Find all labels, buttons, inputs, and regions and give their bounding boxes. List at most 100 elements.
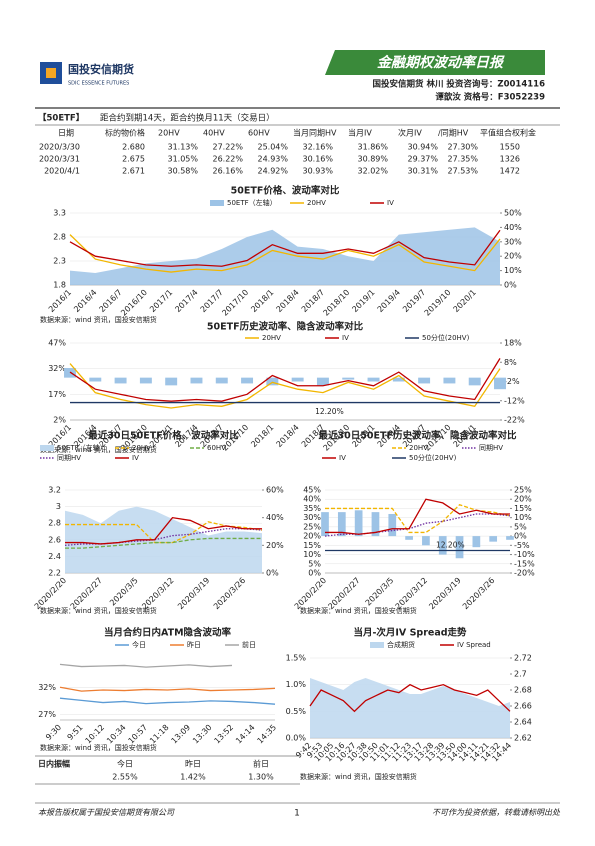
y-tick-label: 2.8 [53, 233, 66, 242]
legend-label: 20HV [307, 199, 326, 207]
table-cell: 25.04% [257, 143, 288, 152]
x-tick-label: 2019/10 [423, 288, 453, 318]
table-header: 日期 [58, 129, 74, 138]
analyst-line: 国投安信期货 林川 投资咨询号：Z0014116 [373, 79, 546, 90]
amplitude-header: 昨日 [185, 759, 201, 769]
area [310, 678, 510, 738]
legend-label: IV [387, 199, 394, 207]
x-tick-label: 2020/2/20 [293, 576, 328, 611]
table-cell: 24.92% [257, 167, 288, 176]
y-tick-label: 27% [38, 710, 56, 719]
x-tick-label: 2016/4 [72, 288, 98, 314]
y2-tick-label: -12% [504, 396, 525, 405]
x-tick-label: 14:35 [256, 723, 279, 746]
y-tick-label: 17% [48, 390, 66, 399]
amplitude-value: 2.55% [112, 773, 138, 782]
amplitude-header: 今日 [117, 759, 133, 769]
y-tick-label: 32% [48, 364, 66, 373]
y2-tick-label: 2.64 [514, 718, 532, 727]
y2-tick-label: 25% [514, 486, 532, 495]
y2-tick-label: 20% [514, 495, 532, 504]
bar [241, 377, 254, 384]
y2-tick-label: 60% [266, 486, 284, 495]
bar [89, 377, 102, 382]
table-cell: 27.35% [447, 155, 478, 164]
bar [468, 377, 481, 386]
x-tick-label: 2016/10 [119, 288, 149, 318]
y2-tick-label: 10% [504, 266, 522, 275]
line [59, 663, 233, 668]
bar [190, 377, 203, 384]
y-tick-label: 2.2 [48, 569, 61, 578]
x-tick-label: 13:52 [213, 723, 236, 746]
bar [291, 377, 304, 382]
table-cell: 2.680 [122, 143, 145, 152]
table-cell: 26.16% [212, 167, 243, 176]
y-tick-label: 2.4 [48, 552, 61, 561]
x-tick-label: 10:57 [127, 723, 150, 746]
title-banner [325, 50, 545, 75]
table-cell: 32.16% [302, 143, 333, 152]
table-cell: 31.13% [167, 143, 198, 152]
line [65, 537, 262, 549]
bar [337, 512, 346, 537]
x-tick-label: 2017/1 [148, 288, 174, 314]
bar [418, 377, 431, 384]
table-cell: 24.93% [257, 155, 288, 164]
chart-title: 最近30日50ETF价格、波动率对比 [88, 430, 239, 442]
y2-tick-label: 15% [514, 504, 532, 513]
y-tick-label: 15% [303, 541, 321, 550]
legend-label: 60HV [207, 444, 226, 452]
bar [139, 377, 152, 384]
table-header: 标的物价格 [105, 128, 145, 138]
y2-tick-label: -20% [514, 569, 535, 578]
line [325, 498, 510, 535]
x-tick-label: 2020/3/19 [176, 576, 211, 611]
y-tick-label: 32% [38, 683, 56, 692]
y2-tick-label: 2.62 [514, 734, 532, 743]
legend-swatch [370, 642, 384, 648]
x-tick-label: 14:14 [234, 723, 257, 746]
x-tick-label: 2020/2/20 [33, 576, 68, 611]
chart-source: 数据来源：wind 资讯，国投安信期货 [40, 445, 157, 454]
y2-tick-label: 20% [504, 252, 522, 261]
legend-label: 同期HV [57, 454, 81, 462]
table-cell: 1326 [500, 155, 520, 164]
x-tick-label: 2018/4 [275, 288, 301, 314]
legend-label: 同期HV [479, 444, 503, 452]
amplitude-value: 1.30% [248, 773, 274, 782]
y2-tick-label: 10% [514, 513, 532, 522]
y-tick-label: 40% [303, 495, 321, 504]
x-tick-label: 2020/3/5 [108, 576, 140, 608]
y-tick-label: 0.0% [286, 734, 307, 743]
table-cell: 2020/3/31 [39, 155, 80, 164]
area [65, 506, 262, 573]
x-tick-label: 2018/10 [322, 288, 352, 318]
y-tick-label: 3 [56, 502, 61, 511]
chart-title: 50ETF价格、波动率对比 [231, 185, 340, 197]
line [64, 528, 263, 546]
x-tick-label: 2018/1 [249, 423, 275, 449]
y2-tick-label: 40% [266, 513, 284, 522]
bar [443, 377, 456, 384]
y2-tick-label: 0% [504, 281, 517, 290]
table-header: 平值组合权利金 [480, 128, 536, 138]
y-tick-label: 1.5% [286, 654, 307, 663]
x-tick-label: 2020/3/12 [394, 576, 429, 611]
amplitude-label: 日内振幅 [38, 759, 70, 769]
y2-tick-label: 8% [504, 358, 517, 367]
chart-source: 数据来源：wind 资讯，国投安信期货 [40, 606, 157, 615]
annotation: 12.20% [315, 407, 344, 416]
legend-swatch [40, 445, 54, 451]
y-tick-label: 20% [303, 532, 321, 541]
area [70, 227, 500, 285]
footer-right: 不可作为投资依据，转载请标明出处 [432, 808, 561, 817]
bar [354, 510, 363, 537]
table-cell: 27.22% [212, 143, 243, 152]
chart-title: 最近30日50ETF历史波动率、隐含波动率对比 [319, 430, 517, 442]
y-tick-label: 1.0% [286, 680, 307, 689]
table-header: 20HV [158, 129, 180, 138]
y-tick-label: 10% [303, 550, 321, 559]
table-cell: 30.93% [302, 167, 333, 176]
legend-label: 50ETF（左轴） [57, 443, 107, 452]
